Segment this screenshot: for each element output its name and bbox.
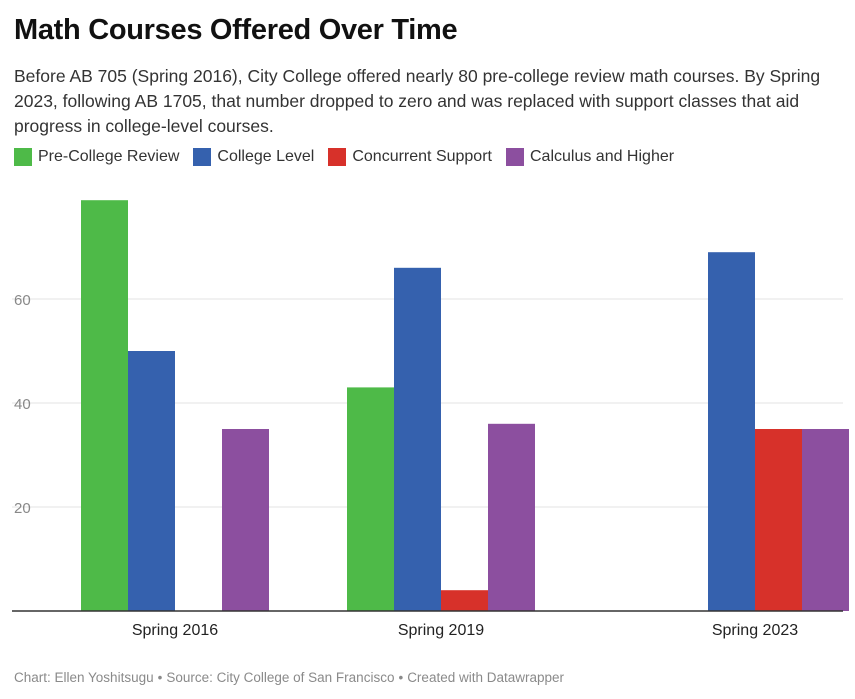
footer-credit: Chart: Ellen Yoshitsugu (14, 670, 154, 685)
bar-calculus-and-higher-spring-2019 (488, 423, 535, 611)
legend: Pre-College Review College Level Concurr… (14, 148, 688, 166)
legend-label: Calculus and Higher (529, 148, 675, 165)
legend-item-college-level: College Level (193, 148, 314, 166)
bar-college-level-spring-2019 (394, 267, 441, 611)
legend-item-concurrent-support: Concurrent Support (328, 148, 492, 166)
bar-pre-college-review-spring-2016 (81, 200, 128, 611)
bar-concurrent-support-spring-2023 (755, 429, 802, 611)
bar-calculus-and-higher-spring-2023 (802, 429, 849, 611)
chart-title: Math Courses Offered Over Time (14, 14, 458, 46)
bar-pre-college-review-spring-2019 (347, 387, 394, 611)
footer-separator: • (157, 670, 163, 685)
footer-source: Source: City College of San Francisco (166, 670, 395, 685)
bar-calculus-and-higher-spring-2016 (222, 429, 269, 611)
x-tick-label: Spring 2019 (398, 622, 484, 639)
legend-item-calculus-and-higher: Calculus and Higher (505, 148, 675, 166)
bar-concurrent-support-spring-2019 (441, 590, 488, 611)
legend-swatch (193, 148, 212, 166)
legend-swatch (505, 148, 524, 166)
x-tick-label: Spring 2016 (132, 622, 218, 639)
y-tick-label: 40 (14, 396, 31, 413)
y-tick-label: 60 (14, 292, 31, 309)
legend-label: College Level (217, 148, 315, 165)
bar-chart: 20 40 60 Spring 2016 Spring 2019 Spring 2023 (12, 200, 849, 639)
legend-label: Pre-College Review (38, 148, 180, 165)
y-tick-label: 20 (14, 500, 31, 517)
footer-separator: • (398, 670, 404, 685)
legend-label: Concurrent Support (352, 148, 492, 165)
footer-created: Created with Datawrapper (407, 670, 565, 685)
legend-item-pre-college-review: Pre-College Review (14, 148, 179, 166)
x-tick-label: Spring 2023 (712, 622, 798, 639)
legend-swatch (14, 148, 32, 166)
chart-subtitle: Before AB 705 (Spring 2016), City Colleg… (14, 66, 821, 136)
bar-college-level-spring-2016 (128, 351, 175, 611)
bar-college-level-spring-2023 (708, 252, 755, 611)
legend-swatch (328, 148, 347, 166)
footer: Chart: Ellen Yoshitsugu • Source: City Col… (14, 670, 564, 685)
